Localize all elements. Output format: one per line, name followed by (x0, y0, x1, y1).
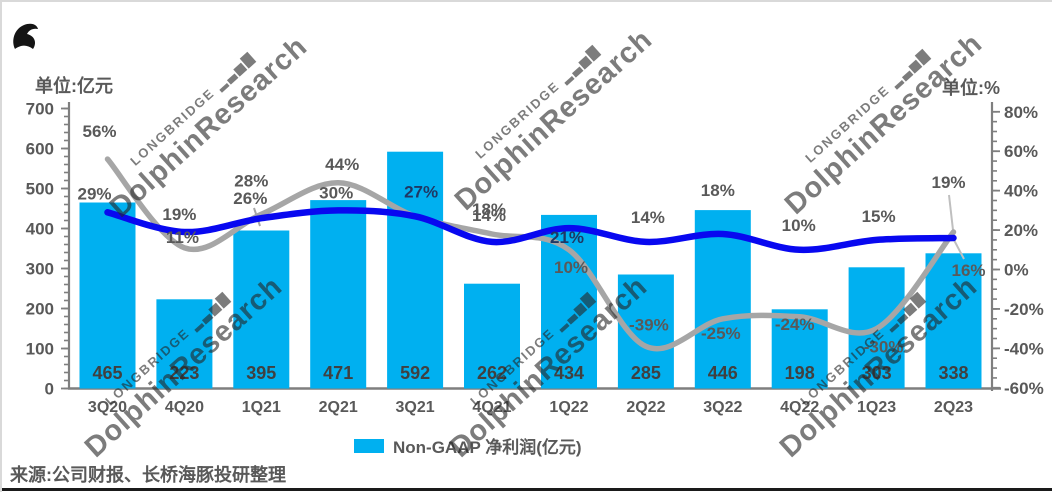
blue-line-label: 16% (951, 261, 985, 280)
left-axis-tick-label: 100 (26, 340, 54, 359)
bar (925, 253, 982, 389)
bar (310, 200, 367, 389)
legend: Non-GAAP 净利润(亿元) (354, 433, 582, 458)
gray-line-label: 11% (166, 228, 199, 247)
bar-value-label: 434 (554, 363, 584, 383)
bar-series: 465 223 395 471 592 262 434 285 446 198 303 338 3Q20… (79, 151, 982, 416)
axes: 700 600 500 400 300 200 100 0 80% 60% 40% 20% 0% -20%… (26, 100, 1044, 399)
x-axis-category-label: 4Q21 (472, 399, 511, 416)
bar (464, 283, 520, 389)
right-axis-tick-label: -60% (1004, 379, 1044, 398)
left-axis-tick-label: 700 (26, 100, 54, 119)
bar (387, 151, 444, 389)
dolphin-logo (10, 20, 40, 59)
left-axis-tick-label: 200 (26, 300, 54, 319)
blue-line-label: 19% (162, 205, 196, 224)
bar-value-label: 262 (477, 363, 507, 383)
gray-line-label: 10% (554, 258, 588, 277)
bar-value-label: 446 (708, 363, 738, 383)
right-axis-tick-label: 60% (1004, 142, 1038, 161)
right-axis-tick-label: 80% (1004, 103, 1038, 122)
right-axis-unit-label: 单位:% (942, 78, 1000, 98)
legend-swatch-bar-series (354, 438, 384, 453)
blue-margin-line (104, 207, 957, 254)
blue-line-label: 26% (233, 189, 267, 208)
left-axis-tick-label: 0 (45, 380, 54, 399)
left-axis-unit-label: 单位:亿元 (35, 76, 113, 96)
blue-line-label: 21% (550, 228, 584, 247)
x-axis-category-label: 4Q20 (165, 399, 204, 416)
right-axis-tick-label: -40% (1004, 339, 1044, 358)
line-data-labels: 56% 11% 28% 44% 18% 10% -39% -25% -24% -30% 19% 29%… (77, 122, 985, 357)
gray-line-label: -30% (864, 338, 904, 357)
bar-value-label: 303 (862, 363, 892, 383)
blue-line-label: 14% (631, 208, 665, 227)
x-axis-category-label: 4Q22 (780, 399, 819, 416)
blue-line-label: 15% (862, 207, 896, 226)
bar (156, 299, 213, 389)
left-axis-tick-label: 600 (26, 140, 54, 159)
left-axis-tick-label: 300 (26, 260, 54, 279)
x-axis-category-label: 3Q20 (88, 399, 127, 416)
gray-line-label: -24% (775, 315, 815, 334)
bar-value-label: 471 (323, 363, 353, 383)
bar-value-label: 592 (400, 363, 430, 383)
gray-line-label: 44% (325, 155, 359, 174)
bar-value-label: 285 (631, 363, 661, 383)
blue-line-label: 29% (77, 184, 111, 203)
blue-line-label: 30% (319, 183, 353, 202)
blue-line-label: 10% (782, 216, 816, 235)
right-axis-tick-label: 0% (1004, 261, 1029, 280)
gray-line-label: 19% (931, 173, 965, 192)
blue-line-label: 18% (701, 181, 735, 200)
bar (79, 202, 136, 389)
left-axis-tick-label: 500 (26, 180, 54, 199)
x-axis-category-label: 2Q22 (626, 399, 665, 416)
bottom-divider (2, 488, 1052, 491)
bar (233, 230, 290, 389)
bar-value-label: 198 (785, 363, 815, 383)
blue-line-label: 14% (472, 206, 506, 225)
gray-line-label: 56% (82, 122, 116, 141)
bar-value-label: 223 (169, 363, 199, 383)
gray-line-label: 28% (234, 171, 268, 190)
gray-line-label: 18% (472, 200, 506, 219)
bar-value-label: 395 (246, 363, 276, 383)
source-note: 来源:公司财报、长桥海豚投研整理 (10, 465, 286, 485)
legend-label-bar-series: Non-GAAP 净利润(亿元) (393, 438, 582, 457)
bar-value-label: 338 (938, 363, 968, 383)
x-axis-category-label: 3Q21 (396, 399, 435, 416)
x-axis-category-label: 2Q21 (319, 399, 358, 416)
left-axis-tick-label: 400 (26, 220, 54, 239)
x-axis-category-label: 1Q21 (242, 399, 281, 416)
bar (541, 214, 597, 389)
x-axis-category-label: 3Q22 (703, 399, 742, 416)
gray-line-label: -25% (701, 324, 741, 343)
gray-line-label: -39% (629, 315, 669, 334)
right-axis-tick-label: -20% (1004, 300, 1044, 319)
bar-value-label: 465 (92, 363, 122, 383)
blue-line-label: 27% (404, 182, 438, 201)
x-axis-category-label: 2Q23 (934, 399, 973, 416)
right-axis-tick-label: 40% (1004, 182, 1038, 201)
x-axis-category-label: 1Q22 (549, 399, 588, 416)
right-axis-tick-label: 20% (1004, 221, 1038, 240)
x-axis-category-label: 1Q23 (857, 399, 896, 416)
